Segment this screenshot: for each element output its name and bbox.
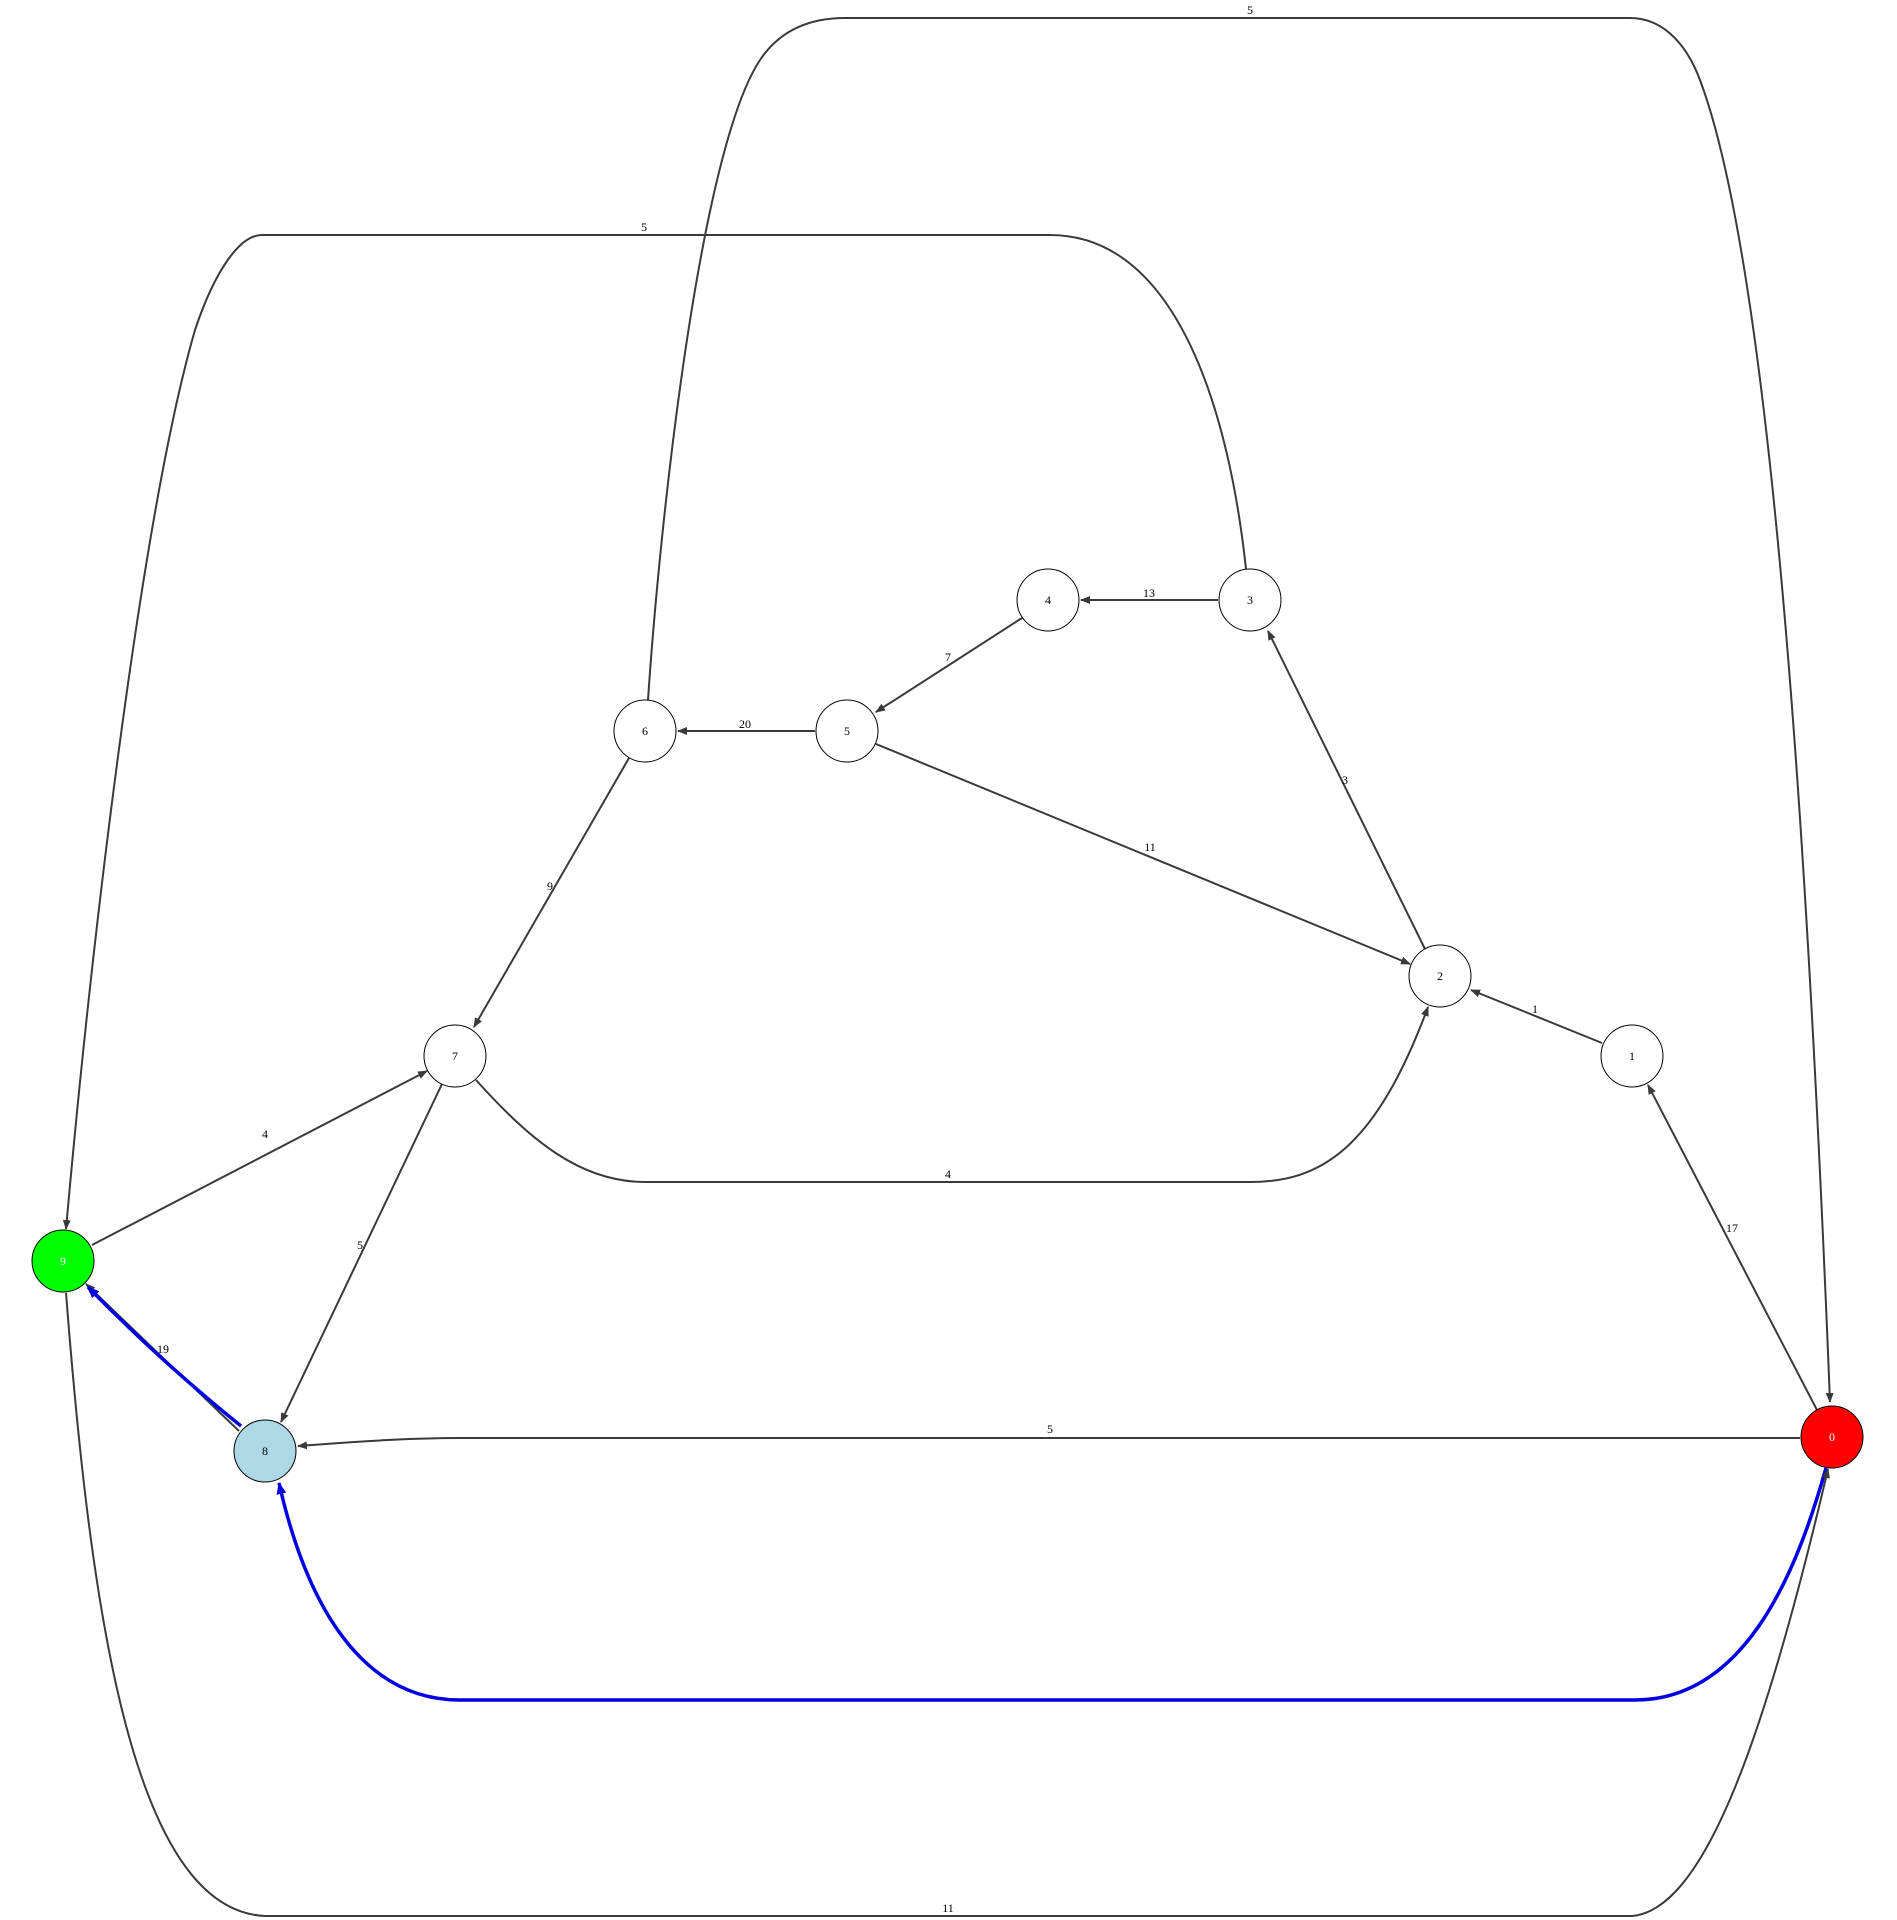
node-label-2: 2: [1437, 969, 1443, 983]
edge-weight-0-1: 17: [1726, 1221, 1738, 1235]
edge-weight-5-6: 20: [739, 717, 751, 731]
node-label-0: 0: [1829, 1430, 1835, 1444]
edge-5-2: [875, 743, 1411, 965]
edge-weight-7-2: 4: [945, 1167, 951, 1181]
node-5: 5: [815, 699, 879, 763]
node-6: 6: [613, 699, 677, 763]
edge-weight-4-5: 7: [945, 650, 951, 664]
edge-weight-6-0: 5: [1247, 3, 1253, 17]
node-8: 8: [233, 1419, 297, 1483]
node-label-4: 4: [1045, 593, 1051, 607]
edge-1-2: [1470, 989, 1603, 1044]
node-label-3: 3: [1247, 593, 1253, 607]
edge-weight-9-0: 11: [942, 1901, 954, 1915]
edge-7-2: [475, 1006, 1429, 1183]
node-circle-2: [1408, 944, 1472, 1008]
edge-weight-3-4: 13: [1143, 586, 1155, 600]
edge-7-8: [280, 1083, 443, 1423]
node-circle-6: [613, 699, 677, 763]
node-label-8: 8: [262, 1444, 268, 1458]
node-4: 4: [1016, 568, 1080, 632]
node-circle-0: [1800, 1405, 1864, 1469]
edge-weight-7-8: 5: [357, 1238, 363, 1252]
node-1: 1: [1600, 1024, 1664, 1088]
edge-3-9: [62, 234, 1247, 1230]
path-edge-0-8: [276, 1467, 1828, 1702]
edge-6-0: [647, 17, 1834, 1403]
path-edge-8-9: [86, 1285, 243, 1428]
node-3: 3: [1218, 568, 1282, 632]
node-circle-7: [423, 1024, 487, 1088]
node-label-1: 1: [1629, 1049, 1635, 1063]
node-circle-8: [233, 1419, 297, 1483]
node-label-7: 7: [452, 1049, 458, 1063]
node-circle-4: [1016, 568, 1080, 632]
node-circle-3: [1218, 568, 1282, 632]
node-label-5: 5: [844, 724, 850, 738]
node-2: 2: [1408, 944, 1472, 1008]
node-circle-5: [815, 699, 879, 763]
edge-2-3: [1267, 630, 1426, 950]
node-circle-1: [1600, 1024, 1664, 1088]
node-9: 9: [31, 1229, 95, 1293]
edge-6-7: [473, 757, 630, 1028]
edge-9-7: [91, 1070, 428, 1246]
edge-weight-9-7: 4: [262, 1127, 268, 1141]
edge-weight-6-7: 9: [547, 879, 553, 893]
node-0: 0: [1800, 1405, 1864, 1469]
edge-4-5: [875, 617, 1023, 713]
edge-0-1: [1647, 1084, 1818, 1411]
edge-weight-2-3: 3: [1342, 773, 1348, 787]
edge-weight-3-9: 5: [641, 220, 647, 234]
node-label-9: 9: [60, 1254, 66, 1268]
edge-weight-8-9: 19: [157, 1342, 169, 1356]
edge-9-0: [65, 1292, 1830, 1917]
edge-weight-0-8: 5: [1047, 1422, 1053, 1436]
edge-weight-1-2: 1: [1532, 1002, 1538, 1016]
node-7: 7: [423, 1024, 487, 1088]
nodes-layer: 0 1 2 3 4 5 6 7 8 9: [31, 568, 1864, 1483]
edge-0-8: [297, 1437, 1800, 1450]
edge-weight-5-2: 11: [1144, 840, 1156, 854]
node-label-6: 6: [642, 724, 648, 738]
node-circle-9: [31, 1229, 95, 1293]
